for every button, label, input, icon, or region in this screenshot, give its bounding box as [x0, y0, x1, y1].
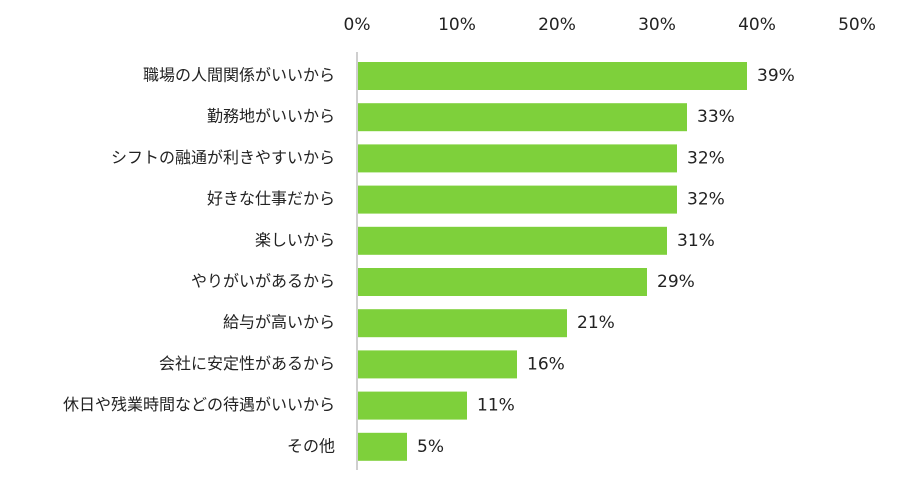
data-label: 5%: [417, 437, 444, 457]
category-label: 好きな仕事だから: [207, 189, 335, 208]
bar: [358, 103, 687, 132]
data-label: 32%: [687, 190, 725, 210]
bar: [358, 62, 747, 90]
category-label: 会社に安定性があるから: [159, 354, 335, 373]
bar: [358, 144, 677, 173]
data-label: 29%: [657, 272, 695, 292]
x-tick-label: 40%: [738, 15, 776, 35]
category-label: 休日や残業時間などの待遇がいいから: [63, 395, 335, 414]
data-label: 11%: [477, 396, 515, 416]
category-label: シフトの融通が利きやすいから: [111, 148, 335, 167]
bar: [358, 350, 517, 379]
category-labels: 職場の人間関係がいいから勤務地がいいからシフトの融通が利きやすいから好きな仕事だ…: [63, 66, 335, 456]
x-tick-label: 10%: [438, 15, 476, 35]
data-label: 31%: [677, 231, 715, 251]
bars: [358, 62, 747, 461]
bar: [358, 185, 677, 214]
category-label: 勤務地がいいから: [207, 107, 335, 126]
x-tick-label: 20%: [538, 15, 576, 35]
data-labels: 39% 33% 32% 32% 31% 29% 21% 16% 11% 5%: [417, 66, 795, 457]
bar: [358, 226, 667, 255]
category-label: その他: [287, 436, 335, 455]
data-label: 16%: [527, 354, 565, 374]
data-label: 39%: [757, 66, 795, 86]
bar: [358, 432, 407, 461]
x-axis-ticks: 0% 10% 20% 30% 40% 50%: [344, 15, 876, 35]
data-label: 32%: [687, 148, 725, 168]
category-label: 給与が高いから: [223, 313, 335, 332]
x-tick-label: 0%: [344, 15, 371, 35]
bar: [358, 391, 467, 420]
category-label: 楽しいから: [255, 230, 335, 249]
data-label: 21%: [577, 313, 615, 333]
x-tick-label: 50%: [838, 15, 876, 35]
data-label: 33%: [697, 107, 735, 127]
category-label: やりがいがあるから: [191, 272, 335, 291]
bar: [358, 309, 567, 338]
x-tick-label: 30%: [638, 15, 676, 35]
category-label: 職場の人間関係がいいから: [143, 66, 335, 85]
bar: [358, 268, 647, 296]
